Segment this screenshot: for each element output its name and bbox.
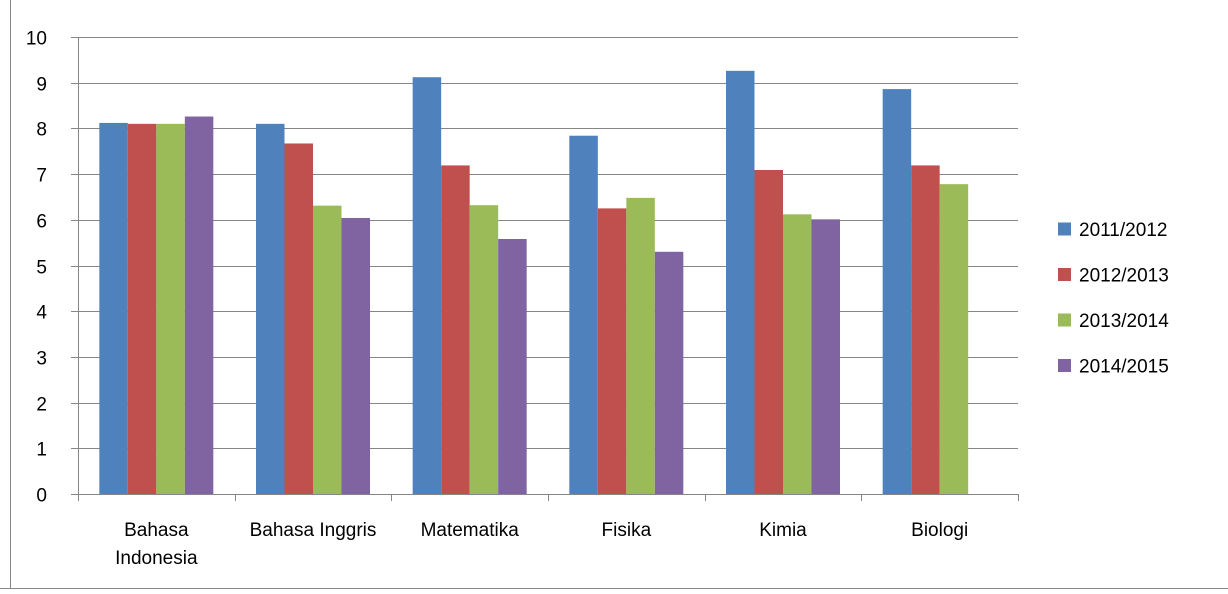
y-tick-label: 4 <box>36 303 47 324</box>
y-tick-label: 6 <box>36 212 47 233</box>
bar <box>654 251 684 494</box>
x-category-label: Matematika <box>421 520 520 541</box>
axes <box>71 37 1019 501</box>
bar <box>313 205 342 494</box>
legend-label: 2011/2012 <box>1079 220 1167 241</box>
y-tick-label: 7 <box>36 166 47 187</box>
legend-swatch <box>1058 268 1071 281</box>
y-axis-tick-labels: 0 1 2 3 4 5 6 7 8 9 10 <box>26 29 48 507</box>
bar <box>127 123 157 494</box>
y-tick-label: 0 <box>36 486 47 507</box>
legend-label: 2014/2015 <box>1079 357 1169 378</box>
x-category-label: Kimia <box>759 520 807 541</box>
bars <box>99 70 969 495</box>
bar <box>184 116 214 495</box>
bar <box>754 169 783 495</box>
bar <box>626 197 655 495</box>
x-category-label: Bahasa Inggris <box>250 520 377 541</box>
bar <box>156 123 185 494</box>
x-category-label: Bahasa <box>124 520 189 541</box>
legend-swatch <box>1058 222 1071 236</box>
bar <box>882 89 912 494</box>
legend-label: 2012/2013 <box>1079 266 1169 287</box>
y-tick-label: 5 <box>36 258 47 279</box>
legend-swatch <box>1058 359 1071 372</box>
y-tick-label: 8 <box>36 120 47 141</box>
y-tick-label: 9 <box>36 75 47 96</box>
legend: 2011/2012 2012/2013 2013/2014 2014/2015 <box>1058 220 1169 378</box>
bar <box>783 214 812 494</box>
x-category-label: Biologi <box>911 520 968 541</box>
legend-label: 2013/2014 <box>1079 311 1169 332</box>
bar <box>498 238 527 494</box>
x-category-label: Fisika <box>602 520 652 541</box>
bar <box>939 184 969 494</box>
bar <box>284 143 313 495</box>
bar <box>597 208 627 495</box>
bar <box>911 165 940 495</box>
bar <box>569 135 598 494</box>
y-tick-label: 1 <box>36 440 47 461</box>
bar <box>412 77 442 494</box>
y-tick-label: 3 <box>36 349 47 370</box>
y-tick-label: 2 <box>36 395 47 416</box>
bar <box>341 217 370 494</box>
y-tick-label: 10 <box>26 29 47 50</box>
legend-swatch <box>1058 313 1071 327</box>
bar <box>811 219 840 494</box>
bar <box>726 70 755 494</box>
bar <box>99 122 128 495</box>
bar <box>469 205 499 494</box>
x-category-label: Indonesia <box>115 548 198 569</box>
bar <box>441 165 470 495</box>
bar <box>256 123 285 494</box>
gridlines <box>78 37 1018 449</box>
x-axis-category-labels: Bahasa Indonesia Bahasa Inggris Matematika F… <box>115 520 968 569</box>
